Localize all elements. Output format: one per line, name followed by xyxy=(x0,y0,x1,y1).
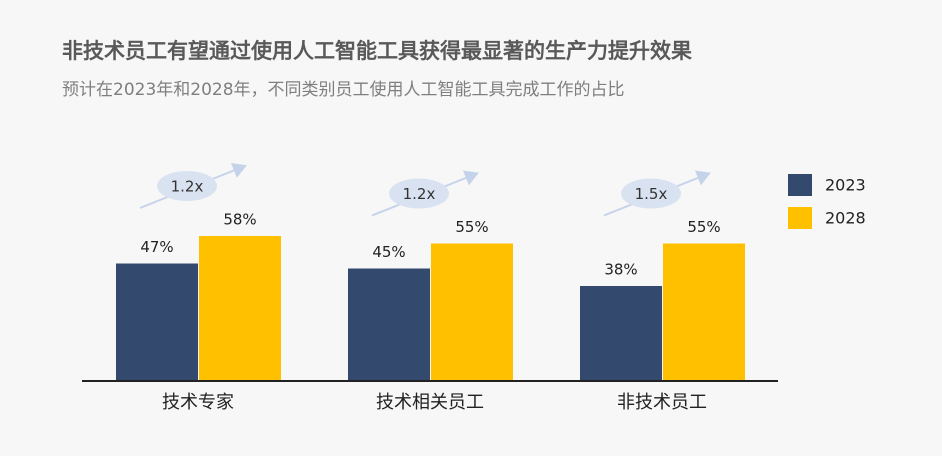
x-tick-label: 非技术员工 xyxy=(617,392,707,413)
annotation: 1.5x xyxy=(635,185,668,203)
data-label: 47% xyxy=(140,238,173,256)
bar xyxy=(431,243,513,381)
bar xyxy=(663,243,745,381)
annotation-bubble xyxy=(157,171,217,201)
annotation: 1.2x xyxy=(403,185,436,203)
data-label: 55% xyxy=(687,218,720,236)
annotation: 1.2x xyxy=(171,178,204,196)
legend-swatch xyxy=(788,207,812,229)
x-tick-label: 技术相关员工 xyxy=(376,392,484,413)
bar xyxy=(580,286,662,381)
data-label: 58% xyxy=(223,211,256,229)
x-tick-label: 技术专家 xyxy=(162,392,234,413)
chart-subtitle: 预计在2023年和2028年，不同类别员工使用人工智能工具完成工作的占比 xyxy=(62,79,625,100)
legend-swatch xyxy=(788,174,812,196)
legend-label: 2028 xyxy=(825,209,866,228)
bar xyxy=(199,236,281,381)
bar xyxy=(116,263,198,381)
bar xyxy=(348,268,430,381)
data-label: 55% xyxy=(455,218,488,236)
chart-title: 非技术员工有望通过使用人工智能工具获得最显著的生产力提升效果 xyxy=(62,39,692,63)
data-label: 45% xyxy=(372,243,405,261)
legend-label: 2023 xyxy=(825,176,866,195)
annotation-bubble xyxy=(389,178,449,209)
data-label: 38% xyxy=(604,261,637,279)
annotation-bubble xyxy=(621,178,681,209)
